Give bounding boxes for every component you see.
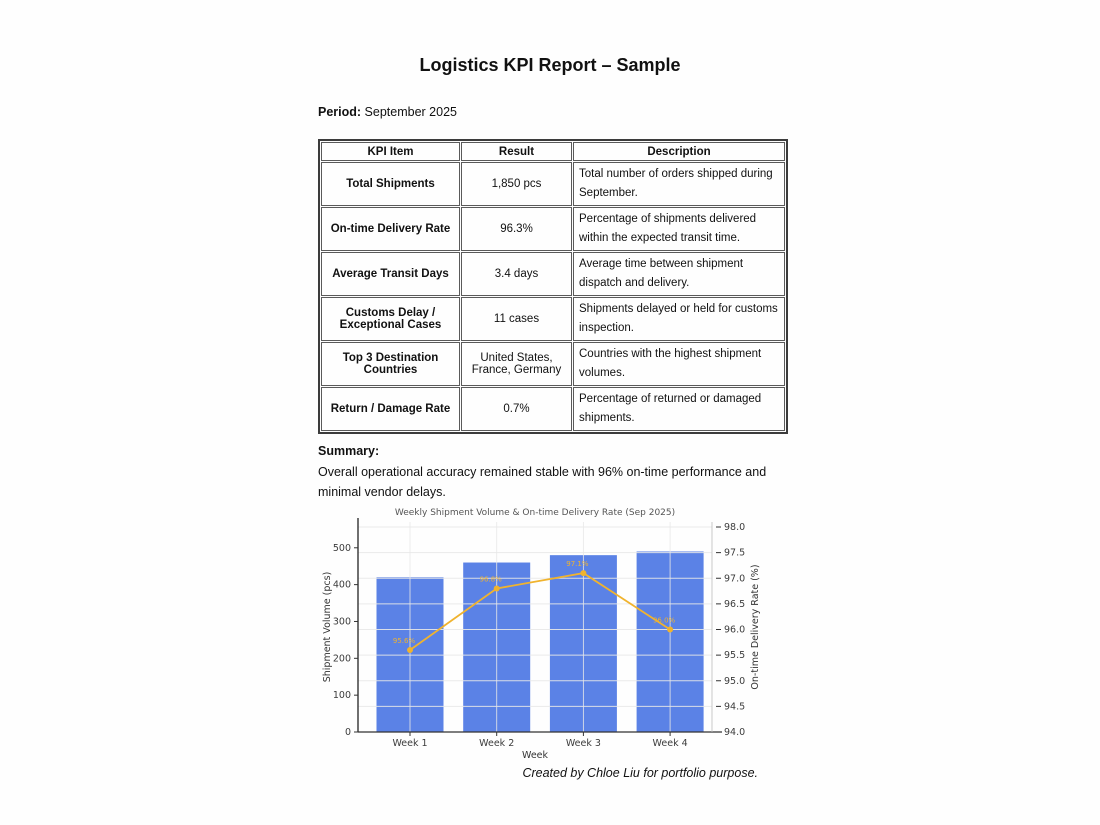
right-tick-label: 95.0: [724, 676, 745, 687]
right-tick-label: 98.0: [724, 522, 745, 533]
kpi-desc-cell: Percentage of shipments delivered within…: [573, 207, 785, 251]
summary-label: Summary:: [318, 444, 380, 458]
kpi-result-cell: 96.3%: [461, 207, 572, 251]
footer-credit: Created by Chloe Liu for portfolio purpo…: [522, 766, 758, 780]
kpi-desc-cell: Total number of orders shipped during Se…: [573, 162, 785, 206]
point-label: 96.0%: [653, 617, 676, 625]
table-row: Top 3 Destination Countries United States…: [321, 342, 785, 386]
x-tick-label: Week 1: [392, 738, 427, 749]
line-point: [407, 647, 413, 653]
table-row: Return / Damage Rate 0.7% Percentage of re…: [321, 387, 785, 431]
point-label: 96.8%: [480, 576, 503, 584]
left-tick-label: 0: [345, 727, 351, 738]
kpi-table-header-row: KPI Item Result Description: [321, 142, 785, 161]
kpi-desc-cell: Shipments delayed or held for customs in…: [573, 297, 785, 341]
period-line: Period: September 2025: [318, 105, 457, 119]
kpi-result-cell: 11 cases: [461, 297, 572, 341]
column-header: Description: [573, 142, 785, 161]
table-row: Customs Delay / Exceptional Cases 11 case…: [321, 297, 785, 341]
kpi-table: KPI Item Result Description Total Shipment…: [318, 139, 788, 434]
page-title: Logistics KPI Report – Sample: [419, 55, 681, 75]
table-row: Average Transit Days 3.4 days Average time…: [321, 252, 785, 296]
right-tick-label: 94.5: [724, 701, 745, 712]
x-tick-label: Week 4: [653, 738, 688, 749]
point-label: 97.1%: [566, 560, 589, 568]
right-tick-label: 96.0: [724, 625, 745, 636]
right-tick-label: 94.0: [724, 727, 745, 738]
summary-block: Summary: Overall operational accuracy re…: [318, 441, 786, 503]
x-axis-label: Week: [522, 750, 549, 761]
kpi-desc-cell: Percentage of returned or damaged shipme…: [573, 387, 785, 431]
right-y-axis-label: On-time Delivery Rate (%): [750, 564, 761, 689]
left-tick-label: 200: [333, 653, 351, 664]
x-tick-label: Week 2: [479, 738, 514, 749]
line-point: [493, 585, 500, 592]
kpi-result-cell: United States, France, Germany: [461, 342, 572, 386]
kpi-chart: 95.6% 96.8% 97.1% 96.0% 0 100 200 300 400 500 94.0…: [322, 508, 761, 761]
line-point: [667, 626, 674, 633]
right-tick-label: 97.5: [724, 548, 745, 559]
x-tick-label: Week 3: [566, 738, 601, 749]
kpi-name-cell: Customs Delay / Exceptional Cases: [321, 297, 460, 341]
table-row: On-time Delivery Rate 96.3% Percentage of …: [321, 207, 785, 251]
period-value: September 2025: [364, 105, 457, 119]
table-row: Total Shipments 1,850 pcs Total number of …: [321, 162, 785, 206]
chart-title: Weekly Shipment Volume & On-time Deliver…: [395, 508, 675, 518]
left-tick-label: 100: [333, 690, 351, 701]
kpi-result-cell: 1,850 pcs: [461, 162, 572, 206]
kpi-desc-cell: Countries with the highest shipment volu…: [573, 342, 785, 386]
summary-text: Overall operational accuracy remained st…: [318, 464, 767, 500]
left-y-axis-label: Shipment Volume (pcs): [322, 572, 333, 683]
kpi-name-cell: Average Transit Days: [321, 252, 460, 296]
kpi-result-cell: 0.7%: [461, 387, 572, 431]
left-tick-label: 400: [333, 580, 351, 591]
kpi-desc-cell: Average time between shipment dispatch a…: [573, 252, 785, 296]
kpi-result-cell: 3.4 days: [461, 252, 572, 296]
period-label: Period:: [318, 105, 362, 119]
column-header: Result: [461, 142, 572, 161]
delivery-rate-line: [409, 572, 671, 651]
kpi-name-cell: On-time Delivery Rate: [321, 207, 460, 251]
point-label: 95.6%: [393, 637, 416, 645]
column-header: KPI Item: [321, 142, 460, 161]
kpi-name-cell: Top 3 Destination Countries: [321, 342, 460, 386]
left-tick-label: 300: [333, 616, 351, 627]
right-tick-label: 95.5: [724, 650, 745, 661]
right-tick-label: 97.0: [724, 573, 745, 584]
kpi-name-cell: Total Shipments: [321, 162, 460, 206]
right-tick-label: 96.5: [724, 599, 745, 610]
line-point: [580, 570, 587, 577]
left-tick-label: 500: [333, 543, 351, 554]
kpi-name-cell: Return / Damage Rate: [321, 387, 460, 431]
